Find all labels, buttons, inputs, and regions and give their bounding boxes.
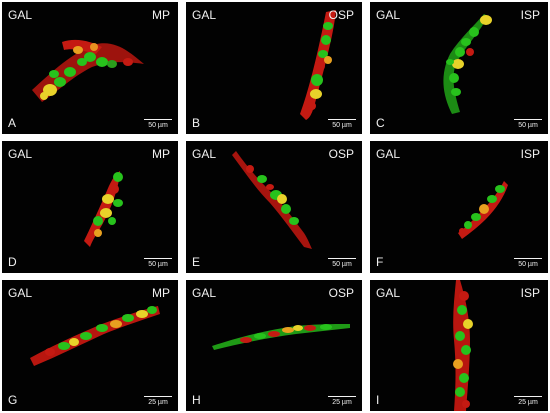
panel-C-scale-bar: 50 µm (514, 119, 542, 130)
panel-H: GAL OSP H 25 µm (186, 280, 362, 411)
panel-D: GAL MP D 50 µm (2, 141, 178, 273)
panel-G-channel-label: GAL (8, 286, 33, 300)
panel-A-scale-bar: 50 µm (144, 119, 172, 130)
panel-G-scale-bar: 25 µm (144, 396, 172, 407)
panel-A: GAL MP A 50 µm (2, 2, 178, 134)
panel-B-scale-label: 50 µm (332, 122, 352, 129)
panel-A-letter: A (8, 116, 17, 130)
panel-E-region-label: OSP (328, 147, 354, 161)
panel-I: GAL ISP I 25 µm (370, 280, 548, 411)
panel-H-scale-bar: 25 µm (328, 396, 356, 407)
panel-D-letter: D (8, 255, 17, 269)
panel-F-letter: F (376, 255, 384, 269)
panel-C-letter: C (376, 116, 385, 130)
panel-I-channel-label: GAL (376, 286, 401, 300)
panel-H-letter: H (192, 393, 201, 407)
panel-H-scale-label: 25 µm (332, 399, 352, 406)
panel-F-region-label: ISP (520, 147, 540, 161)
panel-F-scale-label: 50 µm (518, 261, 538, 268)
panel-A-micrograph (32, 39, 144, 102)
panel-E-micrograph (232, 151, 312, 249)
panel-D-region-label: MP (152, 147, 170, 161)
panel-A-scale-label: 50 µm (148, 122, 168, 129)
panel-E-letter: E (192, 255, 201, 269)
panel-B: GAL OSP B 50 µm (186, 2, 362, 134)
panel-G-region-label: MP (152, 286, 170, 300)
panel-G-scale-label: 25 µm (148, 399, 168, 406)
panel-D-micrograph (84, 171, 123, 247)
panel-I-scale-label: 25 µm (518, 399, 538, 406)
panel-E-scale-label: 50 µm (332, 261, 352, 268)
panel-B-region-label: OSP (328, 8, 354, 22)
panel-C-scale-label: 50 µm (518, 122, 538, 129)
panel-G: GAL MP G 25 µm (2, 280, 178, 411)
panel-A-region-label: MP (152, 8, 170, 22)
panel-F: GAL ISP F 50 µm (370, 141, 548, 273)
panel-F-scale-bar: 50 µm (514, 258, 542, 269)
panel-E: GAL OSP E 50 µm (186, 141, 362, 273)
panel-D-scale-bar: 50 µm (144, 258, 172, 269)
panel-H-region-label: OSP (328, 286, 354, 300)
panel-A-channel-label: GAL (8, 8, 33, 22)
panel-I-micrograph (453, 280, 473, 411)
panel-H-channel-label: GAL (192, 286, 217, 300)
panel-E-channel-label: GAL (192, 147, 217, 161)
panel-C-region-label: ISP (520, 8, 540, 22)
panel-B-micrograph (300, 10, 336, 120)
panel-C-micrograph (443, 14, 492, 114)
panel-E-scale-bar: 50 µm (328, 258, 356, 269)
panel-C: GAL ISP C 50 µm (370, 2, 548, 134)
panel-I-scale-bar: 25 µm (514, 396, 542, 407)
panel-G-letter: G (8, 393, 18, 407)
panel-B-letter: B (192, 116, 201, 130)
panel-D-channel-label: GAL (8, 147, 33, 161)
panel-H-micrograph (212, 324, 350, 350)
panel-I-region-label: ISP (520, 286, 540, 300)
panel-I-letter: I (376, 393, 380, 407)
panel-G-micrograph (30, 306, 160, 366)
panel-B-channel-label: GAL (192, 8, 217, 22)
panel-D-scale-label: 50 µm (148, 261, 168, 268)
panel-B-scale-bar: 50 µm (328, 119, 356, 130)
panel-C-channel-label: GAL (376, 8, 401, 22)
panel-F-channel-label: GAL (376, 147, 401, 161)
panel-F-micrograph (458, 181, 508, 239)
